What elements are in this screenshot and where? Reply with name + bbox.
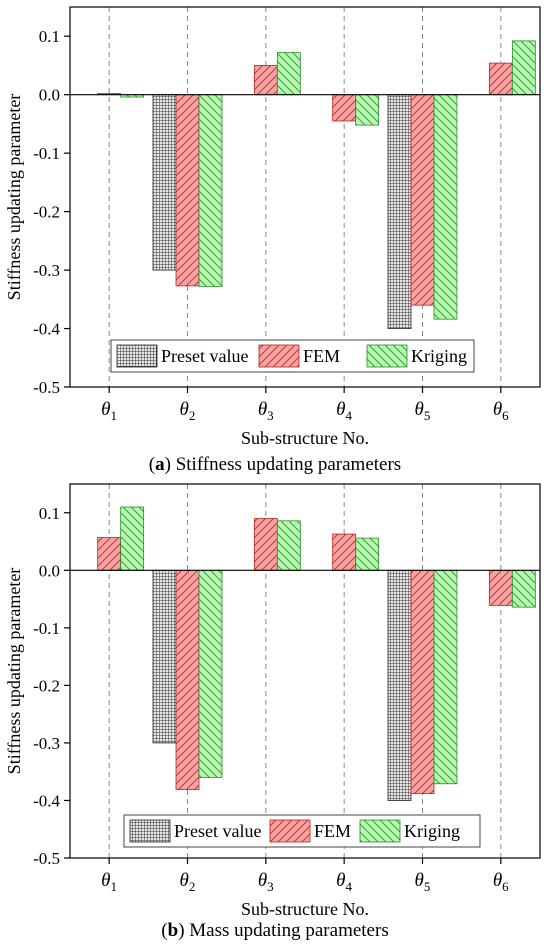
y-tick-label: -0.5 [33, 849, 60, 868]
legend-label: Preset value [161, 346, 248, 366]
chart-panel-b: 0.1 0.0 -0.1 -0.2 -0.3 -0.4 -0.5 θ1 θ2 θ3 θ4 θ5 θ6 Su… [4, 483, 541, 919]
x-tick-label: θ5 [415, 870, 431, 894]
bar-hatch-down [355, 94, 380, 126]
bar-hatch-up [253, 65, 278, 96]
x-tick-label: θ6 [493, 870, 509, 894]
bar-hatch-up [410, 569, 435, 794]
x-tick-label: θ2 [180, 399, 196, 423]
plot-frame [69, 6, 541, 388]
y-tick-label: 0.1 [39, 27, 60, 46]
bar-hatch-up [488, 569, 513, 606]
legend-swatch [258, 344, 300, 368]
bar-hatch-up [175, 569, 200, 790]
bar-hatch-down [120, 506, 145, 571]
legend-swatch [269, 819, 311, 843]
caption-b-letter: b [167, 920, 179, 941]
legend-label: FEM [314, 821, 351, 841]
bar-hatch-up [332, 94, 357, 122]
caption-b: (b) Mass updating parameters [161, 920, 389, 941]
bar-hatch-down [355, 537, 380, 571]
bar-hatch-up [488, 62, 513, 96]
bar-hatch-down [198, 94, 223, 287]
bar-grid [387, 569, 412, 801]
y-tick-label: -0.5 [33, 378, 60, 397]
y-tick-label: -0.1 [33, 619, 60, 638]
y-tick-label: 0.0 [39, 86, 60, 105]
bar-hatch-up [253, 518, 278, 571]
bar-hatch-down [198, 569, 223, 778]
plot-frame [69, 483, 541, 859]
caption-b-text: Mass updating parameters [189, 920, 389, 941]
bar-hatch-down [511, 40, 536, 96]
bar-grid [152, 569, 177, 744]
y-tick-label: -0.4 [33, 320, 60, 339]
y-tick-label: -0.2 [33, 676, 60, 695]
x-tick-label: θ1 [101, 870, 117, 894]
legend-label: Preset value [174, 821, 261, 841]
y-tick-label: 0.0 [39, 561, 60, 580]
bar-hatch-down [276, 520, 301, 571]
legend-label: Kriging [411, 346, 467, 366]
bar-hatch-up [97, 537, 122, 571]
bar-hatch-up [175, 94, 200, 287]
legend-swatch [129, 819, 171, 843]
x-tick-label: θ6 [493, 399, 509, 423]
bar-hatch-up [410, 94, 435, 306]
y-axis-label: Stiffness updating parameter [4, 568, 24, 775]
bar-hatch-down [433, 569, 458, 785]
y-tick-label: -0.1 [33, 144, 60, 163]
legend-label: FEM [303, 346, 340, 366]
y-tick-label: -0.3 [33, 734, 60, 753]
caption-a-text: Stiffness updating parameters [175, 454, 402, 475]
caption-a-letter: a [155, 454, 165, 475]
x-tick-label: θ1 [101, 399, 117, 423]
y-tick-label: -0.2 [33, 203, 60, 222]
x-tick-label: θ2 [180, 870, 196, 894]
x-tick-label: θ5 [415, 399, 431, 423]
bar-hatch-down [276, 52, 301, 96]
x-axis-label: Sub-structure No. [241, 428, 369, 448]
legend-swatch [116, 344, 158, 368]
y-tick-label: -0.3 [33, 261, 60, 280]
caption-a: (a) Stiffness updating parameters [148, 454, 402, 475]
x-axis-label: Sub-structure No. [241, 899, 369, 919]
legend-swatch [366, 344, 408, 368]
y-tick-label: 0.1 [39, 504, 60, 523]
legend-swatch [359, 819, 401, 843]
x-tick-label: θ4 [336, 399, 352, 423]
x-tick-label: θ3 [258, 399, 274, 423]
legend-label: Kriging [404, 821, 460, 841]
x-tick-label: θ3 [258, 870, 274, 894]
bar-hatch-down [511, 569, 536, 608]
bar-hatch-down [433, 94, 458, 320]
x-tick-label: θ4 [336, 870, 352, 894]
bar-grid [152, 94, 177, 271]
bar-hatch-up [332, 533, 357, 571]
y-tick-label: -0.4 [33, 791, 60, 810]
y-axis-label: Stiffness updating parameter [4, 94, 24, 301]
bar-grid [387, 94, 412, 329]
chart-panel-a: 0.1 0.0 -0.1 -0.2 -0.3 -0.4 -0.5 θ1 θ2 θ3 θ4 θ5 θ6 Su… [4, 6, 541, 448]
